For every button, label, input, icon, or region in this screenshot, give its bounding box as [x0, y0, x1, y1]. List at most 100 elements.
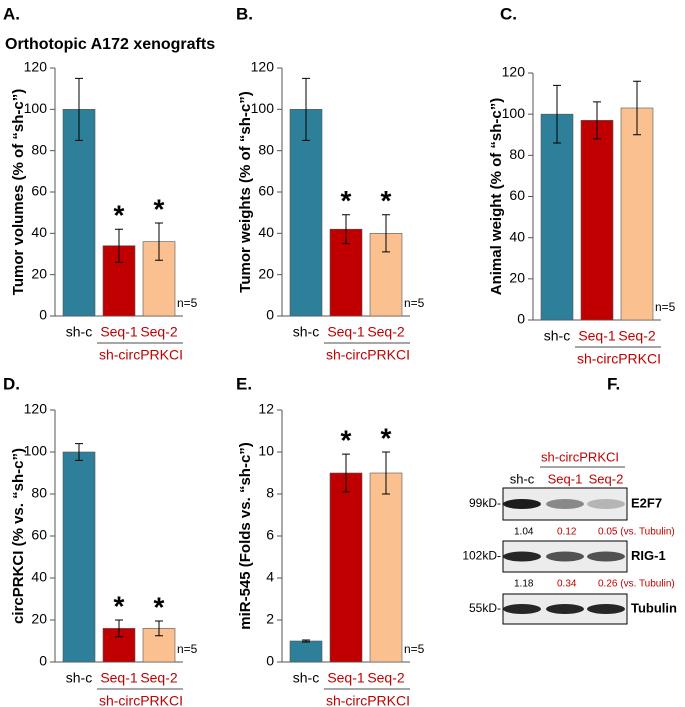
x-tick-label: sh-c: [66, 670, 92, 686]
error-bar: [155, 222, 163, 261]
bar: [289, 640, 323, 663]
blot-band: [503, 551, 541, 562]
blot-band: [587, 551, 625, 562]
blot-band: [546, 499, 584, 509]
y-tick-label: 20: [509, 270, 525, 286]
protein-name: RIG-1: [631, 548, 666, 563]
significance-mark: *: [154, 591, 165, 622]
y-tick-label: 6: [266, 527, 274, 543]
bar: [620, 107, 654, 321]
panel-label: B.: [236, 4, 253, 23]
lane-label: Seq-1: [548, 471, 583, 486]
y-tick-label: 20: [31, 265, 47, 281]
x-tick-label: Seq-2: [618, 328, 656, 344]
x-tick-label: Seq-1: [327, 324, 365, 340]
lane-label: Seq-2: [589, 471, 624, 486]
error-bar: [302, 639, 310, 643]
y-tick-label: 80: [258, 141, 274, 157]
y-axis-label: miR-545 (Folds vs. “sh-c”): [237, 442, 254, 630]
blot-band: [546, 551, 584, 562]
quantification: 1.18: [514, 579, 534, 590]
error-bar: [75, 443, 83, 461]
y-tick-label: 60: [509, 187, 525, 203]
bar: [62, 109, 96, 317]
quantification: 0.26 (vs. Tubulin): [598, 579, 675, 590]
error-bar: [75, 77, 83, 141]
x-tick-label: sh-c: [293, 670, 319, 686]
y-tick-label: 4: [266, 569, 274, 585]
bar: [62, 451, 96, 663]
error-bar: [382, 451, 390, 495]
x-tick-label: Seq-2: [367, 670, 405, 686]
error-bar: [553, 84, 561, 144]
y-tick-label: 8: [266, 485, 274, 501]
significance-mark: *: [381, 422, 392, 453]
panel-label: F.: [607, 374, 620, 393]
y-axis-label: Tumor volumes (% of “sh-c”): [10, 89, 27, 295]
panel-label: C.: [500, 4, 517, 23]
error-bar: [342, 214, 350, 245]
panel-label: E.: [236, 374, 252, 393]
error-bar: [382, 214, 390, 253]
significance-mark: *: [154, 193, 165, 224]
quantification: 0.12: [557, 527, 577, 538]
protein-name: Tubulin: [631, 600, 677, 615]
error-bar: [593, 101, 601, 140]
y-tick-label: 0: [517, 311, 525, 327]
protein-name: E2F7: [631, 495, 662, 510]
annotation: n=5: [177, 296, 198, 310]
bar: [580, 120, 614, 321]
error-bar: [633, 80, 641, 136]
y-tick-label: 100: [251, 100, 275, 116]
x-tick-label: Seq-2: [140, 670, 178, 686]
y-tick-label: 80: [509, 146, 525, 162]
annotation: n=5: [404, 642, 425, 656]
y-tick-label: 60: [258, 183, 274, 199]
annotation: n=5: [404, 296, 425, 310]
y-tick-label: 100: [24, 443, 48, 459]
y-tick-label: 80: [31, 141, 47, 157]
y-axis-label: Tumor weights (% of “sh-c”): [237, 91, 254, 292]
bar: [369, 472, 403, 663]
panel-label: D.: [3, 374, 20, 393]
error-bar: [115, 619, 123, 638]
significance-mark: *: [381, 185, 392, 216]
blot-band: [546, 604, 584, 614]
x-tick-label: Seq-2: [140, 324, 178, 340]
bar: [329, 472, 363, 663]
blot-band: [503, 604, 541, 614]
blot-band: [587, 604, 625, 614]
x-tick-label: Seq-2: [367, 324, 405, 340]
x-tick-label: Seq-1: [578, 328, 616, 344]
lane-label: sh-c: [510, 471, 535, 486]
y-tick-label: 120: [502, 64, 526, 80]
y-tick-label: 20: [31, 611, 47, 627]
y-tick-label: 40: [31, 569, 47, 585]
x-tick-label: Seq-1: [100, 670, 138, 686]
y-tick-label: 100: [502, 105, 526, 121]
y-tick-label: 2: [266, 611, 274, 627]
significance-mark: *: [341, 424, 352, 455]
y-axis-label: circPRKCI (% vs. “sh-c”): [10, 448, 27, 624]
y-tick-label: 0: [39, 653, 47, 669]
band-size: 99kD-: [469, 496, 501, 510]
y-tick-label: 120: [251, 59, 275, 75]
y-tick-label: 0: [266, 307, 274, 323]
group-label: sh-circPRKCI: [326, 693, 410, 707]
y-tick-label: 40: [31, 224, 47, 240]
y-tick-label: 120: [24, 401, 48, 417]
group-label: sh-circPRKCI: [541, 449, 619, 464]
blot-band: [587, 499, 625, 509]
y-tick-label: 100: [24, 100, 48, 116]
band-size: 102kD-: [462, 549, 501, 563]
x-tick-label: sh-c: [66, 324, 92, 340]
y-tick-label: 60: [31, 183, 47, 199]
significance-mark: *: [114, 200, 125, 231]
annotation: n=5: [655, 300, 676, 314]
annotation: n=5: [177, 642, 198, 656]
error-bar: [302, 77, 310, 141]
group-label: sh-circPRKCI: [99, 347, 183, 363]
bar: [540, 113, 574, 321]
error-bar: [155, 620, 163, 637]
y-axis-label: Animal weight (% of “sh-c”): [488, 98, 505, 296]
